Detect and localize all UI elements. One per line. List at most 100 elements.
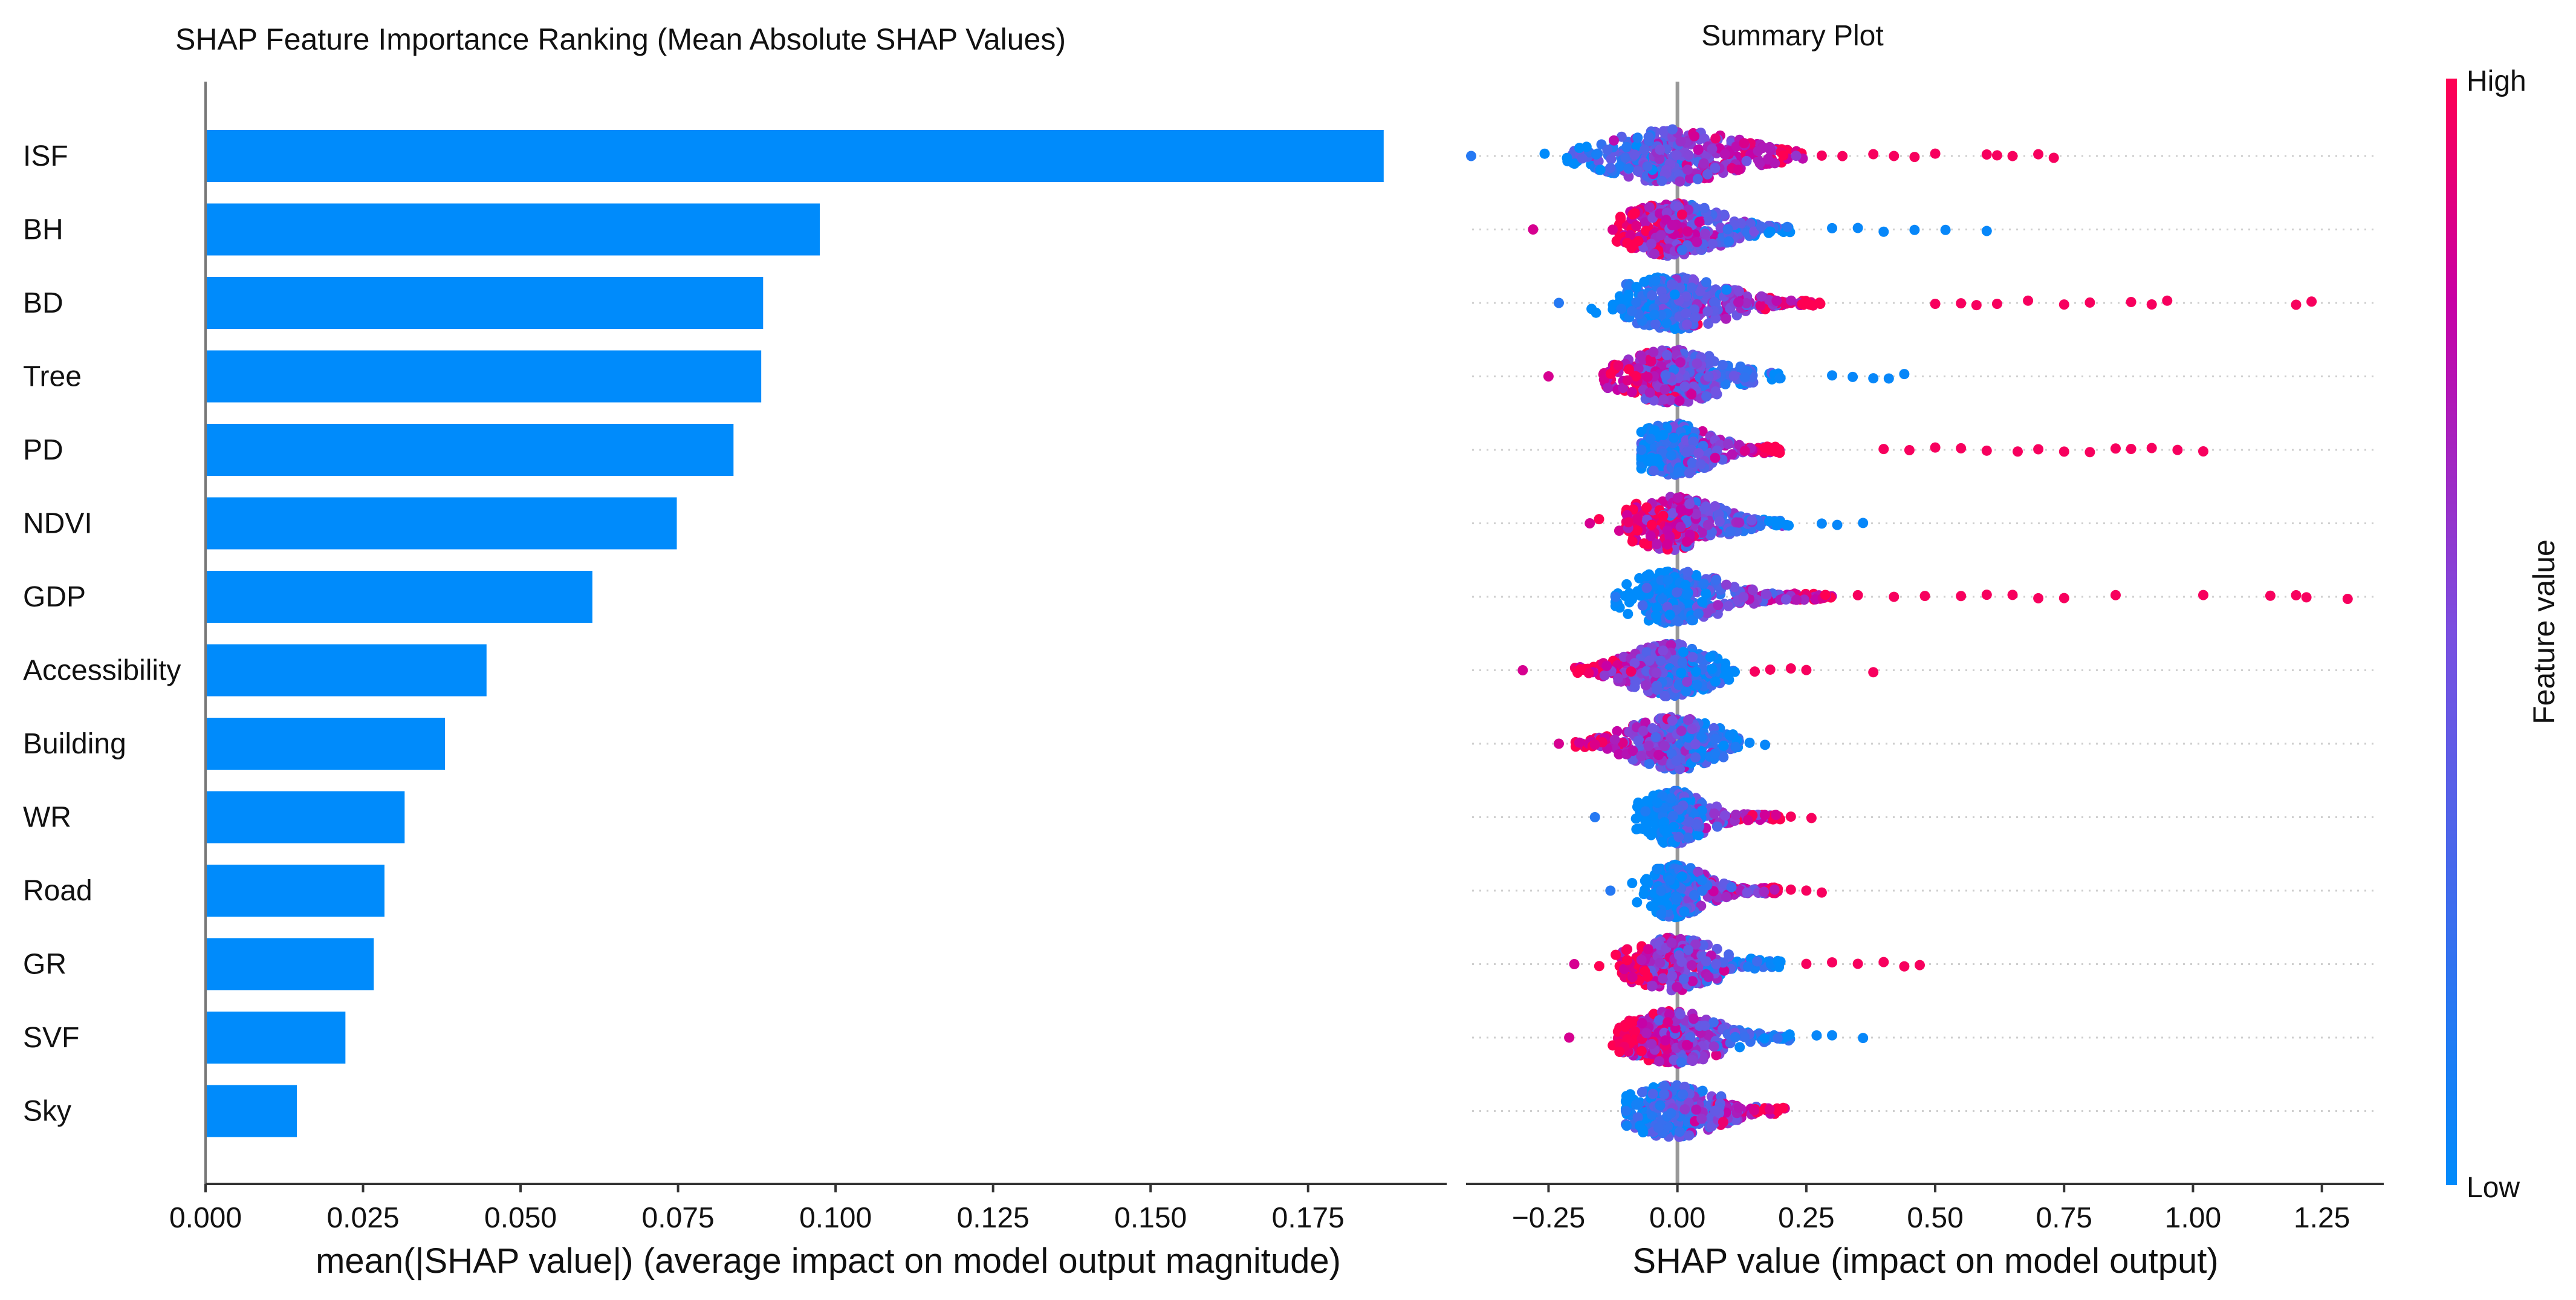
shap-point <box>1621 944 1632 955</box>
shap-point <box>1666 793 1676 804</box>
bar-accessibility <box>206 644 487 697</box>
shap-point <box>1652 798 1663 808</box>
shap-point <box>1735 361 1746 372</box>
importance-bar-chart: SHAP Feature Importance Ranking (Mean Ab… <box>23 22 1447 1281</box>
shap-point <box>1616 131 1627 142</box>
shap-point <box>1656 909 1667 920</box>
shap-point <box>1586 304 1597 314</box>
shap-point <box>1660 1035 1671 1046</box>
shap-point <box>1717 360 1728 371</box>
shap-point-outlier <box>2084 297 2095 308</box>
shap-point <box>1577 153 1588 164</box>
shap-point <box>1693 448 1704 458</box>
shap-point-outlier <box>1956 591 1967 602</box>
shap-point <box>1694 216 1705 227</box>
shap-point <box>1724 949 1734 960</box>
shap-point-outlier <box>1889 591 1900 602</box>
shap-point-outlier <box>1878 444 1889 455</box>
shap-point <box>1649 395 1659 406</box>
shap-point-outlier <box>1816 150 1827 161</box>
swarm-row-building <box>1554 712 1771 775</box>
shap-point <box>1599 670 1610 681</box>
shap-point <box>1703 318 1714 329</box>
shap-point <box>1746 515 1757 526</box>
shap-point <box>1719 149 1730 160</box>
shap-point <box>1710 386 1721 397</box>
shap-point <box>1687 1055 1698 1065</box>
shap-point <box>1689 304 1700 315</box>
shap-point <box>1667 219 1678 230</box>
shap-point <box>1784 1029 1795 1040</box>
shap-point <box>1649 249 1659 259</box>
shap-point <box>1763 154 1774 164</box>
shap-point <box>1635 1120 1645 1131</box>
shap-point <box>1682 164 1693 175</box>
shap-point <box>1699 1020 1710 1031</box>
shap-point <box>1707 238 1718 249</box>
shap-point <box>1554 738 1564 749</box>
shap-point <box>1780 594 1791 605</box>
shap-point <box>1653 1015 1664 1025</box>
shap-point <box>1741 298 1752 308</box>
swarm-row-bh <box>1528 198 1992 261</box>
bar-sky <box>206 1085 297 1137</box>
shap-point-outlier <box>1801 958 1812 969</box>
shap-point <box>1727 449 1737 460</box>
shap-point <box>1655 958 1666 968</box>
shap-point <box>1627 878 1638 888</box>
shap-point <box>1687 976 1698 987</box>
shap-point <box>1637 1018 1647 1029</box>
shap-point <box>1605 163 1616 173</box>
shap-point <box>1613 673 1623 684</box>
shap-point <box>1724 236 1734 247</box>
shap-point <box>1626 387 1637 397</box>
shap-point <box>1734 517 1745 528</box>
shap-point-outlier <box>1981 445 1992 456</box>
shap-point <box>1661 317 1672 328</box>
shap-point <box>1675 357 1685 368</box>
shap-point <box>1631 282 1642 292</box>
shap-point <box>1640 680 1651 691</box>
shap-point <box>1629 681 1640 692</box>
shap-point <box>1626 666 1637 677</box>
shap-point <box>1641 502 1652 513</box>
shap-point <box>1644 387 1655 398</box>
shap-point <box>1622 238 1633 249</box>
shap-point <box>1695 459 1706 470</box>
shap-point <box>1639 145 1650 155</box>
shap-point <box>1739 138 1750 149</box>
shap-point <box>1701 588 1711 599</box>
shap-point <box>1528 224 1539 235</box>
summary-x-tick-label: 0.00 <box>1649 1202 1705 1234</box>
bar-wr <box>206 791 405 843</box>
shap-point-outlier <box>2306 296 2317 307</box>
shap-point <box>1670 323 1680 334</box>
shap-point <box>1601 660 1612 671</box>
shap-point <box>1646 452 1657 463</box>
shap-point <box>1632 897 1643 908</box>
shap-point <box>1703 371 1714 382</box>
shap-point <box>1622 375 1633 386</box>
shap-point <box>1742 887 1753 898</box>
shap-point <box>1680 579 1691 590</box>
shap-point <box>1653 1122 1664 1133</box>
shap-point <box>1633 735 1644 746</box>
shap-point <box>1620 1021 1630 1032</box>
swarm-row-accessibility <box>1517 639 1879 701</box>
shap-point-outlier <box>2172 444 2183 455</box>
shap-point <box>1658 973 1668 984</box>
shap-point <box>1701 956 1711 967</box>
shap-point-outlier <box>2033 149 2044 160</box>
shap-point <box>1725 526 1736 537</box>
bar-label-bh: BH <box>23 214 63 246</box>
shap-point <box>1652 539 1663 550</box>
shap-point <box>1771 296 1782 306</box>
shap-point-outlier <box>1801 665 1812 675</box>
shap-point <box>1648 466 1659 476</box>
shap-point <box>1754 158 1765 169</box>
swarm-row-gdp <box>1610 567 2353 628</box>
shap-point <box>1649 310 1659 320</box>
shap-point <box>1693 145 1704 155</box>
shap-point <box>1687 652 1698 663</box>
